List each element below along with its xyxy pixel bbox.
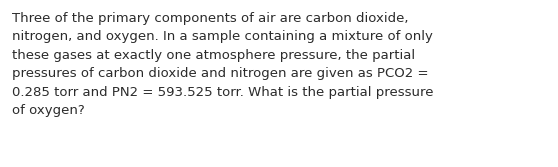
Text: Three of the primary components of air are carbon dioxide,
nitrogen, and oxygen.: Three of the primary components of air a… <box>12 12 434 117</box>
